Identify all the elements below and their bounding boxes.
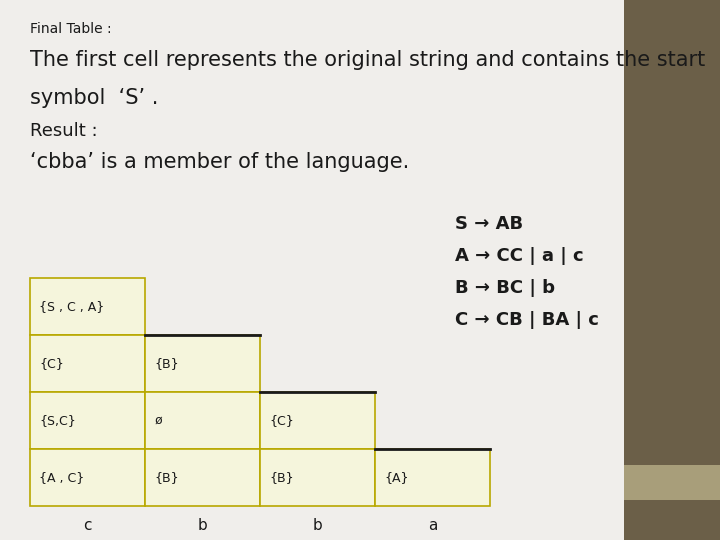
Bar xyxy=(145,392,260,449)
Text: symbol  ‘S’ .: symbol ‘S’ . xyxy=(30,88,158,108)
Text: ‘cbba’ is a member of the language.: ‘cbba’ is a member of the language. xyxy=(30,152,409,172)
Text: {A , C}: {A , C} xyxy=(39,471,84,484)
Text: B → BC | b: B → BC | b xyxy=(455,279,555,297)
Text: {B}: {B} xyxy=(154,471,179,484)
Text: c: c xyxy=(84,518,91,533)
Text: {B}: {B} xyxy=(154,357,179,370)
Text: {S,C}: {S,C} xyxy=(39,414,76,427)
Bar xyxy=(624,510,720,540)
Text: b: b xyxy=(197,518,207,533)
Bar xyxy=(30,278,145,335)
Text: {B}: {B} xyxy=(269,471,294,484)
Bar xyxy=(30,449,145,506)
Text: ø: ø xyxy=(154,414,162,427)
Text: Final Table :: Final Table : xyxy=(30,22,112,36)
Text: The first cell represents the original string and contains the start: The first cell represents the original s… xyxy=(30,50,706,70)
Bar xyxy=(375,449,490,506)
Text: {C}: {C} xyxy=(39,357,64,370)
Text: {A}: {A} xyxy=(384,471,409,484)
Text: C → CB | BA | c: C → CB | BA | c xyxy=(455,311,599,329)
Text: A → CC | a | c: A → CC | a | c xyxy=(455,247,584,265)
Bar xyxy=(145,449,260,506)
Text: {S , C , A}: {S , C , A} xyxy=(39,300,104,313)
Bar xyxy=(30,392,145,449)
Text: a: a xyxy=(428,518,437,533)
Text: {C}: {C} xyxy=(269,414,294,427)
Bar xyxy=(624,0,720,510)
Text: Result :: Result : xyxy=(30,122,98,140)
Bar xyxy=(145,335,260,392)
Text: S → AB: S → AB xyxy=(455,215,523,233)
Text: b: b xyxy=(312,518,323,533)
Bar xyxy=(260,449,375,506)
Bar xyxy=(260,392,375,449)
Bar xyxy=(624,465,720,500)
Bar xyxy=(30,335,145,392)
